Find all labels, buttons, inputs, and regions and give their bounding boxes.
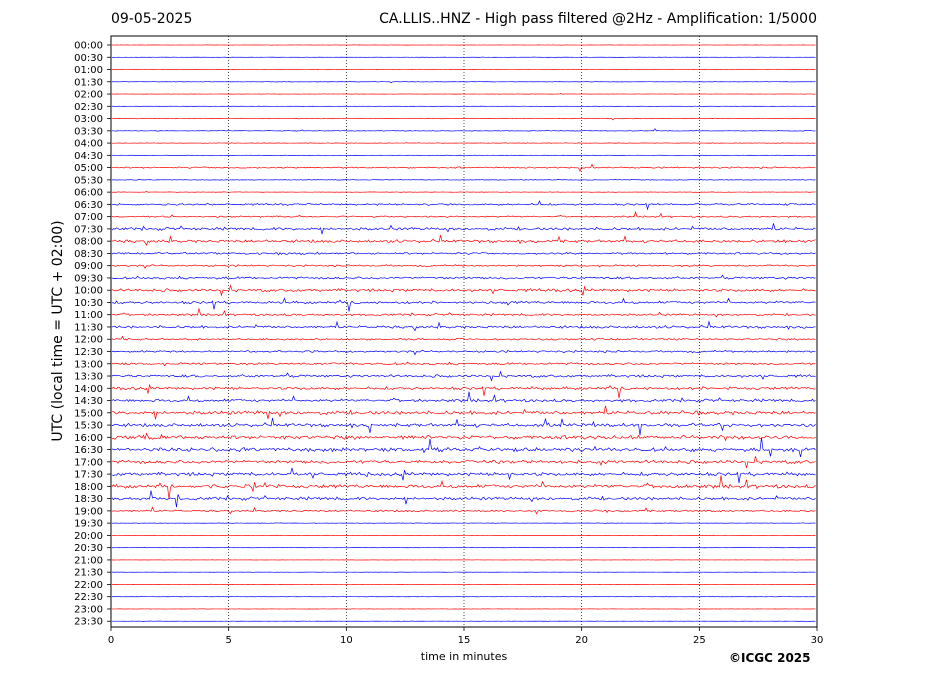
trace-2030: [111, 546, 816, 549]
y-tick-label: 17:30: [74, 470, 103, 481]
trace-0730: [111, 223, 816, 235]
y-tick-label: 04:30: [74, 151, 103, 162]
y-tick-label: 07:30: [74, 224, 103, 235]
chart-title: CA.LLIS..HNZ - High pass filtered @2Hz -…: [379, 11, 817, 27]
y-tick-label: 14:00: [74, 384, 103, 395]
grid-group: [228, 36, 700, 627]
trace-1330: [111, 370, 816, 382]
y-tick-label: 15:00: [74, 408, 103, 419]
x-tick-label: 10: [340, 635, 353, 646]
trace-0930: [111, 274, 816, 280]
trace-1200: [111, 335, 816, 341]
x-axis-label: time in minutes: [420, 650, 508, 663]
y-tick-label: 15:30: [74, 421, 103, 432]
y-tick-label: 23:30: [74, 617, 103, 628]
trace-0530: [112, 179, 816, 181]
trace-group: [111, 44, 816, 622]
y-tick-label: 02:00: [74, 90, 103, 101]
y-tick-label: 20:00: [74, 531, 103, 542]
chart-date: 09-05-2025: [111, 11, 193, 27]
trace-1730: [111, 467, 816, 484]
y-tick-label: 18:30: [74, 494, 103, 505]
trace-0330: [111, 128, 816, 132]
trace-1000: [111, 284, 816, 297]
y-tick-label: 07:00: [74, 212, 103, 223]
y-tick-label: 01:00: [74, 65, 103, 76]
plot-frame: [110, 35, 818, 628]
y-tick-label: 12:00: [74, 335, 103, 346]
y-tick-label: 08:30: [74, 249, 103, 260]
y-tick-label: 22:00: [74, 580, 103, 591]
trace-0900: [111, 264, 816, 270]
x-tick-label: 15: [458, 635, 471, 646]
y-tick-label: 18:00: [74, 482, 103, 493]
trace-0300: [111, 117, 816, 121]
trace-1700: [111, 456, 816, 468]
y-tick-label: 11:30: [74, 322, 103, 333]
trace-0400: [111, 142, 816, 144]
trace-1130: [111, 320, 816, 332]
trace-0800: [111, 235, 816, 246]
y-tick-label: 23:00: [74, 604, 103, 615]
trace-1600: [111, 432, 816, 442]
copyright-credit: ©ICGC 2025: [729, 651, 811, 665]
x-tick-label: 30: [811, 635, 824, 646]
y-tick-label: 21:00: [74, 555, 103, 566]
y-tick-label: 10:30: [74, 298, 103, 309]
y-tick-label: 06:00: [74, 188, 103, 199]
y-tick-label: 00:30: [74, 53, 103, 64]
trace-1500: [112, 405, 816, 420]
y-tick-label: 17:00: [74, 457, 103, 468]
trace-1430: [111, 391, 816, 403]
trace-1230: [111, 349, 816, 356]
y-tick-label: 14:30: [74, 396, 103, 407]
x-tick-label: 0: [108, 635, 114, 646]
y-tick-label: 03:30: [74, 126, 103, 137]
y-tick-label: 11:00: [74, 310, 103, 321]
y-tick-label: 08:00: [74, 237, 103, 248]
y-tick-label: 09:00: [74, 261, 103, 272]
y-tick-label: 05:00: [74, 163, 103, 174]
x-tick-label: 20: [575, 635, 588, 646]
y-tick-label: 10:00: [74, 286, 103, 297]
y-tick-label: 00:00: [74, 41, 103, 52]
y-tick-label: 16:30: [74, 445, 103, 456]
x-tick-label: 5: [225, 635, 231, 646]
trace-1630: [111, 437, 816, 458]
y-tick-label: 21:30: [74, 568, 103, 579]
y-tick-label: 16:00: [74, 433, 103, 444]
y-tick-label: 19:00: [74, 506, 103, 517]
y-tick-label: 20:30: [74, 543, 103, 554]
y-tick-label: 03:00: [74, 114, 103, 125]
trace-0500: [111, 163, 816, 172]
trace-0830: [111, 251, 816, 256]
y-tick-label: 09:30: [74, 273, 103, 284]
trace-0200: [111, 93, 816, 95]
trace-1530: [111, 417, 816, 436]
y-tick-label: 05:30: [74, 175, 103, 186]
x-tick-label: 25: [693, 635, 706, 646]
y-tick-label: 13:30: [74, 372, 103, 383]
y-tick-label: 04:00: [74, 139, 103, 150]
y-tick-label: 12:30: [74, 347, 103, 358]
x-tick-group: 0 5 10 15 20 25 30: [108, 627, 824, 646]
y-tick-label: 13:00: [74, 359, 103, 370]
trace-1030: [111, 297, 816, 312]
trace-1100: [111, 308, 816, 318]
y-tick-label: 22:30: [74, 592, 103, 603]
y-tick-label: 01:30: [74, 77, 103, 88]
y-tick-label: 02:30: [74, 102, 103, 113]
y-tick-label: 19:30: [74, 519, 103, 530]
y-tick-label: 06:30: [74, 200, 103, 211]
